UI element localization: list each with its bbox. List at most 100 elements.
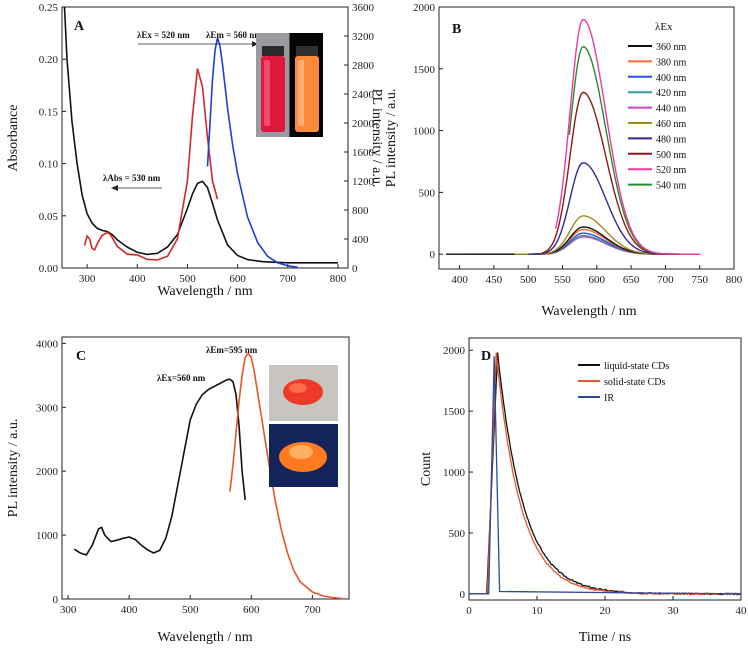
- panel-a-y-right-tick-label: 3200: [352, 31, 375, 43]
- panel-c-x-tick-label: 300: [60, 604, 77, 616]
- panel-d-x-ticks: 0 10 20 30 40: [466, 596, 747, 617]
- powder-daylight-highlight: [289, 383, 307, 393]
- panel-a-frame: [61, 6, 349, 269]
- panel-a-series-1-line: [83, 68, 219, 261]
- annotation-lambda-abs: λAbs = 530 nm: [103, 173, 161, 183]
- panel-a-y-right-tick-label: 400: [352, 234, 369, 246]
- panel-a-x-ticks: 300 400 500 600 700 800: [79, 264, 347, 285]
- panel-a: A 0.00 0.05 0.10 0.15 0.20 0.25 0 400 800 1200 16…: [6, 2, 384, 299]
- panel-b-legend-title: λEx: [655, 21, 673, 33]
- panel-a-y-tick-label: 0.10: [39, 159, 59, 171]
- panel-b-xlabel: Wavelength / nm: [541, 304, 636, 319]
- panel-b-legend-label: 360 nm: [656, 42, 687, 53]
- vial-cap-daylight: [262, 46, 284, 56]
- panel-d-y-tick-label: 2000: [443, 345, 466, 357]
- panel-d-y-tick-label: 1000: [443, 467, 466, 479]
- panel-b-legend-label: 440 nm: [656, 104, 687, 115]
- panel-d-legend: liquid-state CDs solid-state CDs IR: [578, 361, 669, 404]
- panel-a-y-right-tick-label: 2800: [352, 60, 375, 72]
- panel-b-x-tick-label: 800: [726, 274, 743, 286]
- panel-a-letter: A: [74, 19, 85, 34]
- panel-b-legend-label: 480 nm: [656, 134, 687, 145]
- panel-b-legend-label: 460 nm: [656, 119, 687, 130]
- arrow-head-icon: [252, 41, 258, 47]
- panel-b-x-tick-label: 650: [623, 274, 640, 286]
- panel-a-y-right-tick-label: 1600: [352, 147, 375, 159]
- panel-a-x-tick-label: 400: [129, 273, 146, 285]
- panel-d-series: [469, 352, 742, 596]
- panel-c-letter: C: [76, 349, 86, 364]
- panel-c-x-tick-label: 700: [304, 604, 321, 616]
- panel-b-legend: λEx 360 nm 380 nm 400 nm 420 nm 440 nm 460 nm 4…: [628, 21, 687, 192]
- panel-b-x-tick-label: 400: [451, 274, 468, 286]
- panel-b-x-tick-label: 500: [520, 274, 537, 286]
- panel-b-x-tick-label: 600: [589, 274, 606, 286]
- panel-d-series-2-line: [469, 356, 742, 595]
- arrow-head-icon: [111, 185, 118, 191]
- panel-c-series-1-line: [229, 351, 343, 600]
- panel-c-y-tick-label: 3000: [36, 402, 59, 414]
- panel-a-y-right-tick-label: 0: [352, 263, 358, 275]
- panel-b-letter: B: [452, 22, 461, 37]
- panel-d-x-tick-label: 0: [466, 605, 472, 617]
- panel-d-y-tick-label: 0: [460, 589, 466, 601]
- powder-photos: [269, 365, 338, 487]
- vial-cap-uv: [296, 46, 318, 56]
- panel-d-x-tick-label: 40: [736, 605, 748, 617]
- panel-d-series-1-line: [469, 352, 742, 596]
- panel-b-y-tick-label: 500: [419, 187, 436, 199]
- powder-uv-glow: [289, 445, 313, 459]
- panel-d-y-tick-label: 1500: [443, 406, 466, 418]
- panel-a-y-tick-label: 0.20: [39, 54, 59, 66]
- panel-a-ylabel: Absorbance: [6, 105, 21, 172]
- panel-d-y-tick-label: 500: [449, 528, 466, 540]
- panel-a-y-tick-label: 0.00: [39, 263, 59, 275]
- panel-b-series: [445, 18, 700, 255]
- panel-b-frame: [438, 6, 735, 270]
- panel-a-left-ticks: 0.00 0.05 0.10 0.15 0.20 0.25: [39, 2, 66, 275]
- vial-highlight: [264, 60, 270, 126]
- panel-b-y-tick-label: 1000: [413, 126, 436, 138]
- panel-a-series: [63, 6, 338, 269]
- panel-c: C 0 1000 2000 3000 4000 300 400 500 600 700 λEx=…: [6, 336, 350, 645]
- panel-b-legend-label: 540 nm: [656, 181, 687, 192]
- panel-d-xlabel: Time / ns: [579, 630, 631, 645]
- panel-d-legend-label: solid-state CDs: [604, 377, 665, 388]
- panel-a-series-0-line: [63, 6, 338, 264]
- panel-c-x-tick-label: 400: [121, 604, 138, 616]
- panel-c-x-ticks: 300 400 500 600 700: [60, 595, 321, 616]
- panel-d-x-tick-label: 10: [532, 605, 544, 617]
- panel-c-y-tick-label: 0: [53, 594, 59, 606]
- panel-c-x-tick-label: 500: [182, 604, 199, 616]
- panel-a-y-right-tick-label: 2000: [352, 118, 375, 130]
- panel-c-y-tick-label: 4000: [36, 338, 59, 350]
- vial-photos: [256, 33, 323, 137]
- panel-c-frame: [61, 336, 350, 600]
- panel-a-x-tick-label: 800: [330, 273, 347, 285]
- panel-b-x-ticks: 400 450 500 550 600 650 700 750 800: [451, 265, 743, 286]
- panel-a-x-tick-label: 300: [79, 273, 96, 285]
- panel-b-series-5-line: [514, 215, 700, 255]
- panel-b-series-8-line: [554, 18, 700, 255]
- panel-a-xlabel: Wavelength / nm: [157, 284, 252, 299]
- panel-b-legend-label: 500 nm: [656, 150, 687, 161]
- panel-b-series-1-line: [459, 228, 699, 255]
- panel-a-y-tick-label: 0.05: [39, 211, 59, 223]
- panel-b-legend-label: 380 nm: [656, 57, 687, 68]
- panel-a-y-tick-label: 0.15: [39, 106, 59, 118]
- panel-b-y-tick-label: 1500: [413, 64, 436, 76]
- panel-a-series-2-line: [206, 37, 298, 269]
- panel-a-y-right-tick-label: 800: [352, 205, 369, 217]
- vial-glow: [298, 60, 304, 126]
- annotation-lambda-ex-c: λEx=560 nm: [157, 373, 206, 383]
- panel-c-y-tick-label: 1000: [36, 530, 59, 542]
- panel-c-ylabel: PL intensity / a.u.: [6, 419, 21, 518]
- annotation-lambda-ex: λEx = 520 nm: [137, 30, 190, 40]
- panel-c-series: [73, 351, 343, 600]
- panel-b-x-tick-label: 700: [657, 274, 674, 286]
- panel-a-x-tick-label: 600: [229, 273, 246, 285]
- annotation-lambda-em: λEm = 560 nm: [206, 30, 262, 40]
- panel-d-x-tick-label: 30: [668, 605, 680, 617]
- panel-a-y-right-tick-label: 1200: [352, 176, 375, 188]
- panel-a-x-tick-label: 500: [179, 273, 196, 285]
